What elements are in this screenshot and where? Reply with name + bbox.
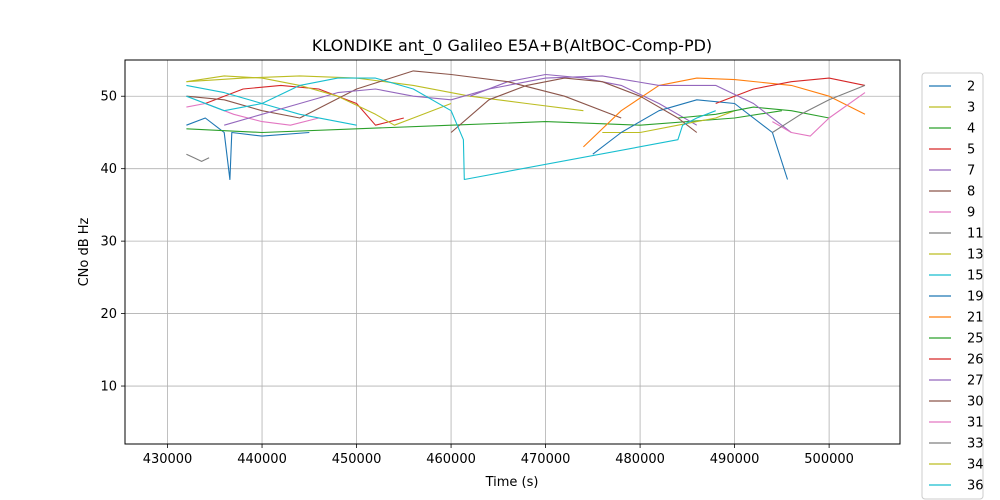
x-axis-title: Time (s) xyxy=(485,475,539,490)
y-tick-label: 50 xyxy=(100,90,117,105)
legend-label-4: 4 xyxy=(967,122,975,137)
legend-label-25: 25 xyxy=(967,332,984,347)
series-line-21 xyxy=(583,77,866,148)
series-line-26 xyxy=(715,77,866,105)
series-line-34 xyxy=(186,75,452,126)
y-tick-label: 20 xyxy=(100,307,117,322)
y-tick-label: 40 xyxy=(100,162,117,177)
legend-label-26: 26 xyxy=(967,353,984,368)
series-line-4 xyxy=(186,110,782,134)
x-tick-label: 490000 xyxy=(710,452,760,467)
plot-frame xyxy=(124,59,901,445)
series-line-30 xyxy=(450,77,698,133)
series-line-8 xyxy=(186,70,622,119)
legend-label-2: 2 xyxy=(967,80,975,95)
y-tick-label: 30 xyxy=(100,235,117,250)
x-tick-label: 460000 xyxy=(426,452,476,467)
legend-label-34: 34 xyxy=(967,458,984,473)
legend-label-19: 19 xyxy=(967,290,984,305)
x-tick-label: 450000 xyxy=(332,452,382,467)
y-tick-label: 10 xyxy=(100,380,117,395)
legend-box xyxy=(921,72,984,500)
x-tick-label: 470000 xyxy=(521,452,571,467)
series-group xyxy=(186,70,866,181)
chart-title: KLONDIKE ant_0 Galileo E5A+B(AltBOC-Comp… xyxy=(312,36,712,56)
x-tick-label: 480000 xyxy=(615,452,665,467)
legend-label-5: 5 xyxy=(967,143,975,158)
legend-label-36: 36 xyxy=(967,479,984,494)
series-line-11 xyxy=(186,153,210,162)
legend-label-31: 31 xyxy=(967,416,984,431)
legend-label-3: 3 xyxy=(967,101,975,116)
series-line-31 xyxy=(772,92,866,137)
legend-label-15: 15 xyxy=(967,269,984,284)
grid xyxy=(125,60,900,444)
legend-label-33: 33 xyxy=(967,437,984,452)
legend-label-11: 11 xyxy=(967,227,984,242)
legend-label-21: 21 xyxy=(967,311,984,326)
x-tick-label: 500000 xyxy=(804,452,854,467)
legend-label-13: 13 xyxy=(967,248,984,263)
series-line-13 xyxy=(602,110,735,134)
legend-label-27: 27 xyxy=(967,374,984,389)
x-tick-label: 430000 xyxy=(143,452,193,467)
legend-label-9: 9 xyxy=(967,206,975,221)
series-line-27 xyxy=(224,75,792,133)
legend-label-8: 8 xyxy=(967,185,975,200)
series-line-36 xyxy=(186,77,716,181)
x-tick-label: 440000 xyxy=(237,452,287,467)
axes: 430000 440000 450000 460000 470000 480000 4900… xyxy=(100,90,853,467)
series-line-33 xyxy=(772,84,866,133)
y-axis-title: CNo dB Hz xyxy=(77,217,92,286)
series-line-5 xyxy=(205,84,404,126)
series-line-2 xyxy=(186,117,310,181)
legend-label-30: 30 xyxy=(967,395,984,410)
legend-label-7: 7 xyxy=(967,164,975,179)
